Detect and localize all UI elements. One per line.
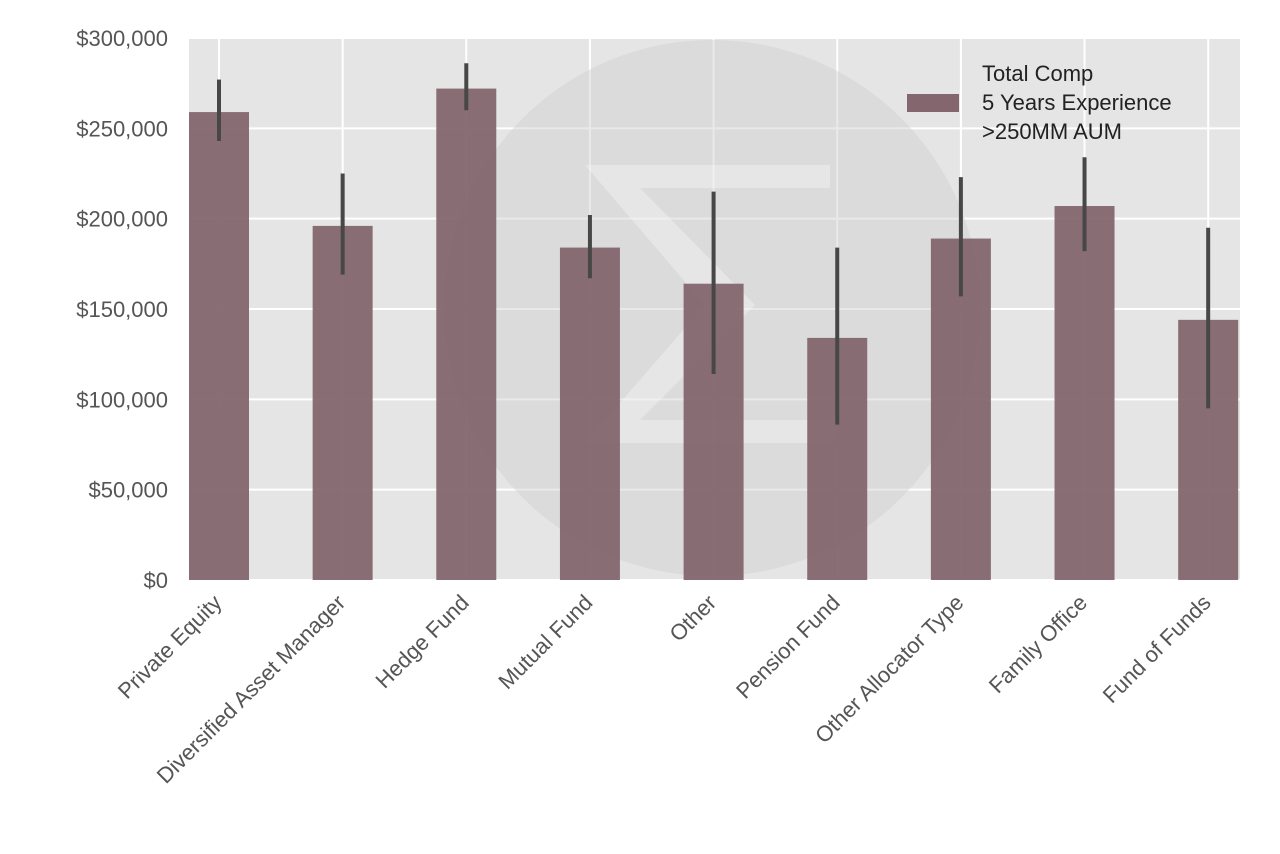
error-bars (217, 63, 1211, 425)
y-tick-label: $250,000 (76, 116, 168, 141)
x-tick-label: Pension Fund (731, 590, 845, 704)
y-axis-tick-labels: $0 $50,000 $100,000 $150,000 $200,000 $250,00… (76, 26, 168, 593)
bar (189, 112, 249, 580)
bar (1054, 206, 1115, 580)
bar (436, 88, 497, 580)
legend-line: Total Comp (982, 61, 1093, 86)
x-tick-label: Private Equity (113, 590, 227, 704)
legend-line: >250MM AUM (982, 119, 1122, 144)
x-tick-label: Mutual Fund (493, 590, 597, 694)
y-tick-label: $100,000 (76, 387, 168, 412)
bar (559, 247, 620, 580)
y-tick-label: $0 (144, 568, 168, 593)
legend: Total Comp 5 Years Experience >250MM AUM (907, 61, 1172, 144)
y-tick-label: $300,000 (76, 26, 168, 51)
y-tick-label: $50,000 (88, 478, 168, 503)
legend-line: 5 Years Experience (982, 90, 1172, 115)
x-tick-label: Family Office (984, 590, 1092, 698)
bar (312, 225, 373, 581)
legend-swatch (907, 94, 959, 112)
x-tick-label: Hedge Fund (371, 590, 474, 693)
x-tick-label: Other (665, 590, 722, 647)
x-tick-label: Fund of Funds (1098, 590, 1216, 708)
legend-series-name: Total Comp 5 Years Experience >250MM AUM (982, 61, 1172, 144)
y-tick-label: $200,000 (76, 207, 168, 232)
y-tick-label: $150,000 (76, 297, 168, 322)
